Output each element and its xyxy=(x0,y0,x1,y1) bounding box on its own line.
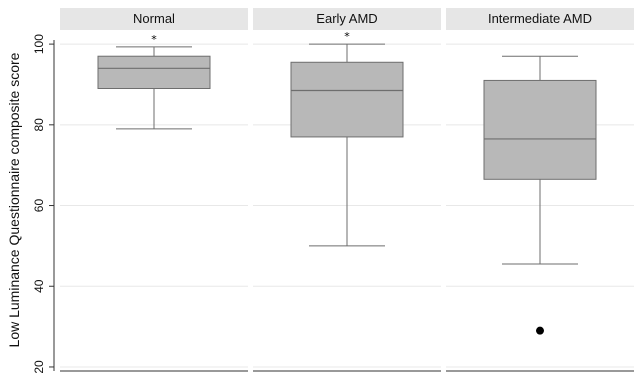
iqr-box xyxy=(483,79,597,180)
panel-strip xyxy=(446,8,634,30)
y-axis-label: Low Luminance Questionnaire composite sc… xyxy=(6,52,22,347)
panel: Normal * xyxy=(60,8,248,372)
y-tick-label: 60 xyxy=(32,199,46,213)
y-tick-label: 20 xyxy=(32,360,46,374)
y-tick-label: 100 xyxy=(32,34,46,54)
significance-marker: * xyxy=(344,30,350,43)
outlier-point xyxy=(536,326,544,335)
significance-marker: * xyxy=(151,33,157,46)
panel-title: Normal xyxy=(133,11,175,26)
y-tick-label: 40 xyxy=(32,279,46,293)
panel-strip xyxy=(60,8,248,30)
y-tick-label: 80 xyxy=(32,118,46,132)
panels: Normal * Early AMD * Intermediate AMD xyxy=(60,8,634,372)
panel: Intermediate AMD xyxy=(446,8,634,372)
y-axis: 20 40 60 80 100 xyxy=(32,34,55,374)
iqr-box xyxy=(97,55,211,89)
panel-title: Intermediate AMD xyxy=(488,11,592,26)
panel-title: Early AMD xyxy=(316,11,377,26)
iqr-box xyxy=(290,61,404,138)
panel: Early AMD * xyxy=(253,8,441,372)
panel-strip xyxy=(253,8,441,30)
